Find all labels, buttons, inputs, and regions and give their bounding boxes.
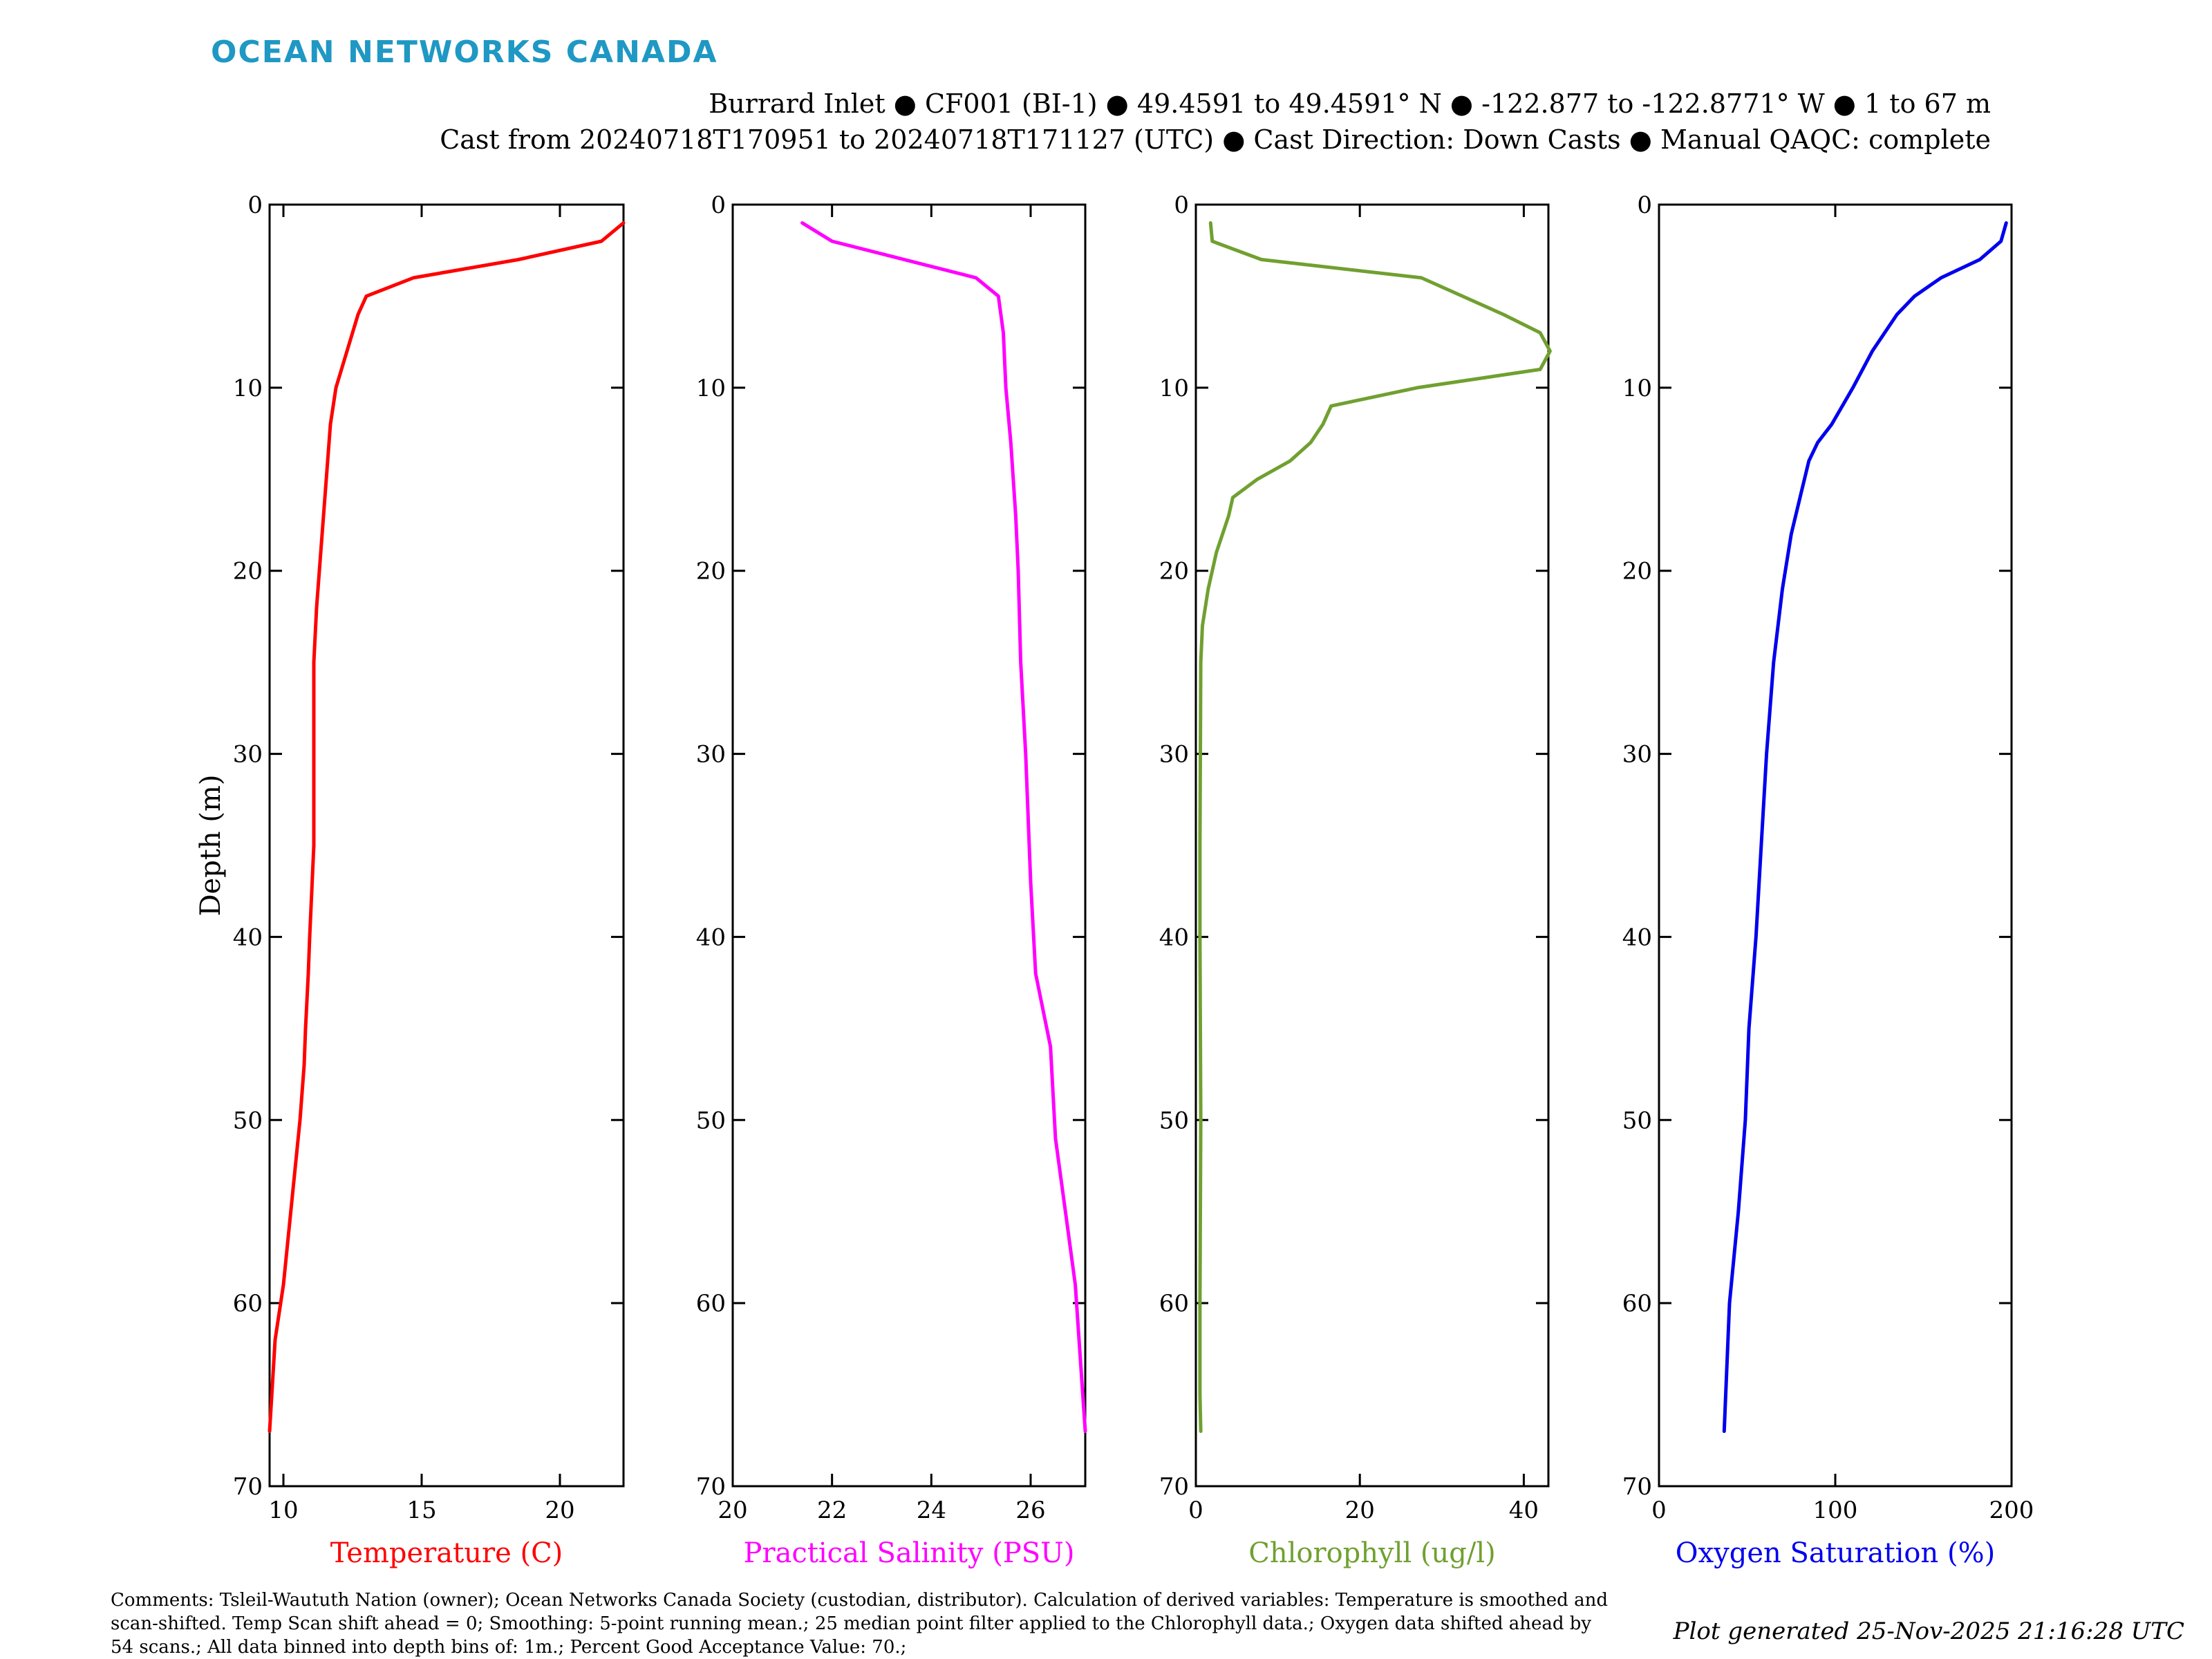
x-axis-label-4: Oxygen Saturation (%) <box>1676 1537 1995 1569</box>
plot-generated-timestamp: Plot generated 25-Nov-2025 21:16:28 UTC <box>1673 1618 2184 1645</box>
y-tick-label-4: 50 <box>1622 1107 1652 1134</box>
y-tick-label-4: 20 <box>1622 558 1652 585</box>
x-tick-label-1: 20 <box>545 1497 574 1524</box>
y-tick-label-2: 50 <box>696 1107 726 1134</box>
x-axis-label-2: Practical Salinity (PSU) <box>744 1537 1075 1569</box>
y-tick-label-4: 10 <box>1622 375 1652 402</box>
y-tick-label-4: 60 <box>1622 1290 1652 1318</box>
y-tick-label-1: 50 <box>233 1107 263 1134</box>
x-tick-label-3: 40 <box>1509 1497 1539 1524</box>
x-tick-label-1: 15 <box>406 1497 436 1524</box>
y-tick-label-4: 0 <box>1637 191 1652 219</box>
y-tick-label-1: 20 <box>233 558 263 585</box>
header-cast-line: Cast from 20240718T170951 to 20240718T17… <box>440 124 1991 155</box>
y-tick-label-2: 60 <box>696 1290 726 1318</box>
axes-box-4 <box>1658 203 2013 1488</box>
x-tick-label-2: 24 <box>917 1497 946 1524</box>
y-tick-label-4: 40 <box>1622 924 1652 951</box>
series-line-2 <box>800 221 1087 1433</box>
y-tick-label-3: 10 <box>1159 375 1189 402</box>
y-tick-label-3: 20 <box>1159 558 1189 585</box>
y-tick-label-3: 70 <box>1159 1473 1189 1501</box>
x-tick-label-3: 20 <box>1345 1497 1375 1524</box>
series-line-4 <box>1722 221 2008 1433</box>
ocean-networks-canada-logo: OCEAN NETWORKS CANADA <box>211 35 718 70</box>
axes-box-1 <box>268 203 625 1488</box>
y-tick-label-1: 10 <box>233 375 263 402</box>
y-tick-label-3: 30 <box>1159 741 1189 769</box>
x-tick-label-4: 0 <box>1651 1497 1667 1524</box>
x-tick-label-4: 100 <box>1813 1497 1858 1524</box>
x-tick-label-4: 200 <box>1989 1497 2034 1524</box>
header-location-line: Burrard Inlet ● CF001 (BI-1) ● 49.4591 t… <box>709 88 1991 119</box>
y-tick-label-4: 30 <box>1622 741 1652 769</box>
y-tick-label-1: 40 <box>233 924 263 951</box>
y-axis-label: Depth (m) <box>195 774 227 916</box>
y-tick-label-1: 0 <box>247 191 263 219</box>
y-tick-label-1: 30 <box>233 741 263 769</box>
axes-box-3 <box>1194 203 1550 1488</box>
x-tick-label-2: 26 <box>1015 1497 1045 1524</box>
series-line-3 <box>1198 221 1552 1433</box>
axes-box-2 <box>731 203 1087 1488</box>
y-tick-label-2: 40 <box>696 924 726 951</box>
y-tick-label-2: 30 <box>696 741 726 769</box>
y-tick-label-2: 20 <box>696 558 726 585</box>
y-tick-label-3: 60 <box>1159 1290 1189 1318</box>
y-tick-label-2: 0 <box>711 191 726 219</box>
y-tick-label-3: 50 <box>1159 1107 1189 1134</box>
y-tick-label-3: 0 <box>1174 191 1189 219</box>
y-tick-label-2: 70 <box>696 1473 726 1501</box>
y-tick-label-1: 70 <box>233 1473 263 1501</box>
y-tick-label-4: 70 <box>1622 1473 1652 1501</box>
x-tick-label-2: 22 <box>817 1497 847 1524</box>
x-tick-label-1: 10 <box>268 1497 298 1524</box>
x-axis-label-1: Temperature (C) <box>330 1537 563 1569</box>
series-line-1 <box>268 221 626 1433</box>
y-tick-label-1: 60 <box>233 1290 263 1318</box>
y-tick-label-2: 10 <box>696 375 726 402</box>
x-tick-label-2: 20 <box>718 1497 747 1524</box>
x-axis-label-3: Chlorophyll (ug/l) <box>1248 1537 1496 1569</box>
y-tick-label-3: 40 <box>1159 924 1189 951</box>
x-tick-label-3: 0 <box>1188 1497 1203 1524</box>
footer-comments: Comments: Tsleil-Waututh Nation (owner);… <box>111 1590 1608 1658</box>
